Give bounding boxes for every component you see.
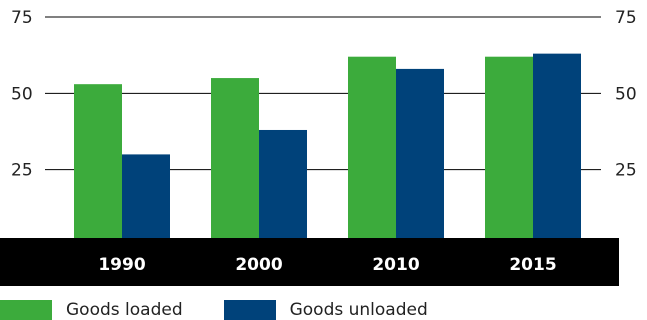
bar-goods-loaded-2010 xyxy=(348,56,396,247)
y-tick-label-right-50: 50 xyxy=(615,84,637,104)
bar-goods-loaded-2015 xyxy=(485,56,533,247)
y-tick-label-left-75: 75 xyxy=(11,8,33,28)
x-tick-label-1990: 1990 xyxy=(98,255,145,275)
legend-item-goods-loaded: Goods loaded xyxy=(0,300,183,320)
legend: Goods loaded Goods unloaded xyxy=(0,300,469,320)
bar-goods-loaded-1990 xyxy=(74,84,122,246)
legend-label-goods-unloaded: Goods unloaded xyxy=(289,300,428,320)
y-tick-label-left-25: 25 xyxy=(11,161,33,181)
legend-swatch-goods-unloaded xyxy=(223,300,276,320)
legend-swatch-goods-loaded xyxy=(0,300,52,320)
bar-goods-unloaded-2015 xyxy=(533,53,581,246)
y-tick-label-right-75: 75 xyxy=(615,8,637,28)
bar-goods-unloaded-2000 xyxy=(259,129,307,246)
legend-label-goods-loaded: Goods loaded xyxy=(66,300,183,320)
x-tick-label-2000: 2000 xyxy=(235,255,282,275)
bar-goods-loaded-2000 xyxy=(211,78,259,246)
bar-goods-unloaded-1990 xyxy=(122,154,170,246)
y-tick-label-right-25: 25 xyxy=(615,161,637,181)
x-tick-label-2010: 2010 xyxy=(372,255,419,275)
bar-chart: 25 25 50 50 75 75 1990 2000 2010 2015 xyxy=(0,8,637,286)
bar-goods-unloaded-2010 xyxy=(396,68,444,246)
legend-item-goods-unloaded: Goods unloaded xyxy=(223,300,428,320)
x-axis-band xyxy=(0,238,619,286)
x-tick-label-2015: 2015 xyxy=(509,255,556,275)
y-tick-label-left-50: 50 xyxy=(11,84,33,104)
